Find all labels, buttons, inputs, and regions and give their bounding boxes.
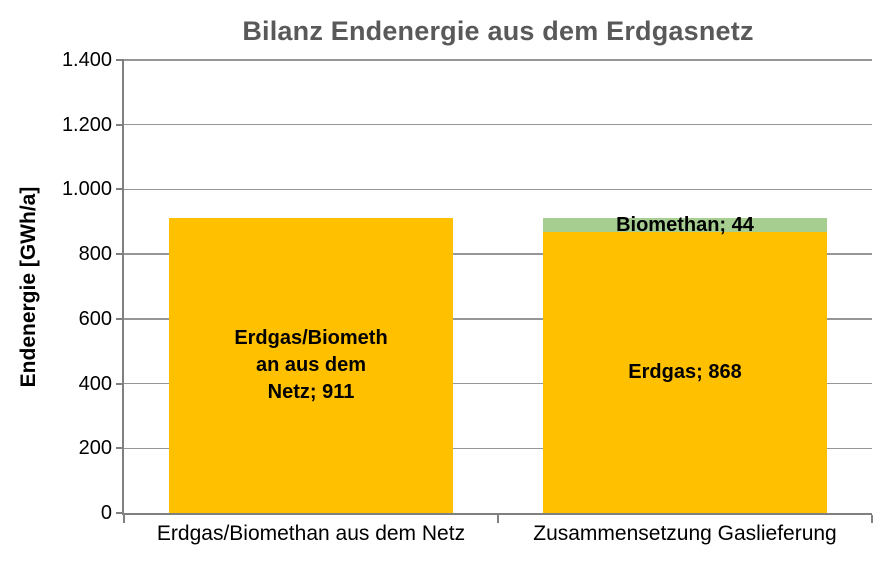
y-axis-tickmark	[116, 123, 124, 126]
y-tick-label: 200	[78, 437, 112, 460]
x-axis-tickmark	[123, 515, 125, 523]
y-tick-label: 0	[100, 502, 112, 524]
gridline	[124, 59, 872, 61]
x-axis-category-label: Zusammensetzung Gaslieferung	[533, 522, 837, 545]
y-axis-line	[122, 60, 124, 515]
x-axis-line	[122, 513, 872, 515]
data-label: Erdgas/Biometh an aus dem Netz; 911	[234, 327, 388, 404]
y-axis-tickmark	[116, 59, 124, 61]
y-axis-tickmark	[116, 253, 124, 256]
data-label: Biomethan; 44	[616, 213, 754, 236]
y-axis-title: Endenergie [GWh/a]	[17, 186, 40, 388]
bar-segment-erdgas	[543, 232, 827, 513]
gridline	[124, 253, 872, 255]
y-tick-label: 1.400	[61, 49, 112, 71]
y-axis-tickmark	[116, 512, 124, 514]
gridline	[124, 447, 872, 449]
gridline	[124, 318, 872, 320]
y-tick-label: 1.000	[61, 178, 112, 201]
y-axis-tickmark	[116, 188, 124, 191]
y-axis-tickmark	[116, 447, 124, 450]
y-axis-tickmark	[116, 382, 124, 385]
y-tick-label: 400	[78, 372, 112, 395]
gridline	[124, 124, 872, 126]
x-axis-tickmark	[871, 515, 873, 523]
y-tick-label: 1.200	[61, 113, 112, 136]
y-tick-label: 600	[78, 307, 112, 330]
bar-segment-biomethan	[543, 217, 827, 233]
gridline	[124, 188, 872, 191]
y-tick-label: 800	[78, 243, 112, 266]
data-label: Erdgas; 868	[628, 361, 742, 384]
y-axis-tickmark	[116, 317, 124, 320]
gridline	[124, 382, 872, 385]
bar-segment-erdgas-biomethan-aus-dem-netz	[169, 218, 453, 513]
chart-title: Bilanz Endenergie aus dem Erdgasnetz	[242, 16, 754, 46]
x-axis-category-label: Erdgas/Biomethan aus dem Netz	[156, 522, 466, 545]
x-axis-tickmark	[497, 515, 499, 523]
